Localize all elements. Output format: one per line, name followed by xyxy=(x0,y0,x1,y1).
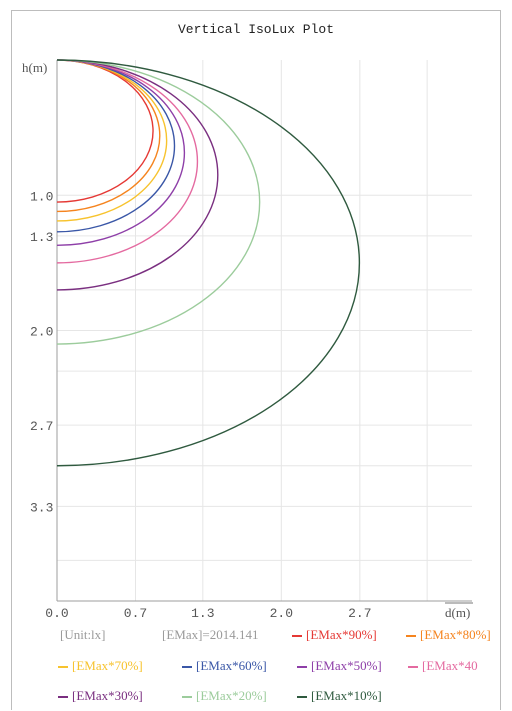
x-tick-label: 1.3 xyxy=(191,606,214,621)
chart-title: Vertical IsoLux Plot xyxy=(177,22,335,37)
isolux-curve xyxy=(56,59,198,264)
isolux-curve xyxy=(56,59,168,222)
x-tick-label: 0.7 xyxy=(124,606,147,621)
isolux-curve xyxy=(56,59,219,291)
isolux-curve xyxy=(56,59,261,345)
isolux-curve xyxy=(56,59,185,246)
x-axis-label: d(m) xyxy=(445,605,470,620)
y-tick-label: 3.3 xyxy=(30,500,53,515)
y-tick-label: 1.0 xyxy=(30,189,53,204)
y-tick-label: 2.7 xyxy=(30,419,53,434)
y-tick-label: 1.3 xyxy=(30,230,53,245)
y-axis-label: h(m) xyxy=(22,60,47,75)
x-tick-label: 0.0 xyxy=(45,606,68,621)
x-tick-label: 2.7 xyxy=(348,606,371,621)
isolux-curve xyxy=(56,59,176,233)
x-tick-label: 2.0 xyxy=(270,606,293,621)
y-tick-label: 2.0 xyxy=(30,325,53,340)
isolux-curve xyxy=(56,59,361,467)
